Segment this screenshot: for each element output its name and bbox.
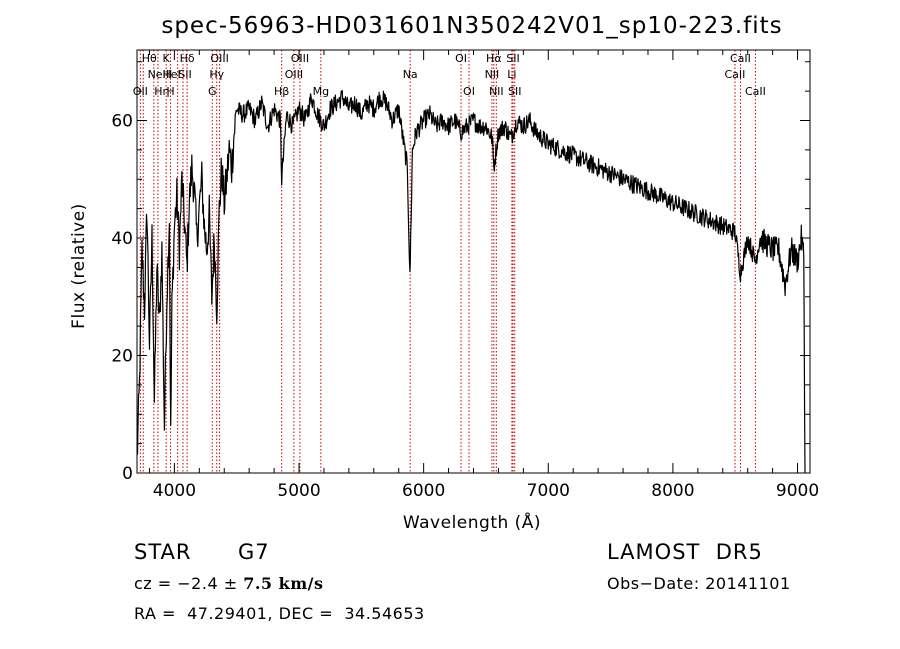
line-label-2: Hη	[154, 85, 169, 98]
spectral-line-labels: OIIHθHηNeIIIKHHeISIIHδGHγOIIIHβOIIIOIIIM…	[133, 52, 766, 98]
line-label-21: NII	[489, 85, 504, 98]
line-label-12: Hβ	[274, 85, 289, 98]
observation-date: Obs−Date: 20141101	[607, 574, 791, 593]
spectrum-line	[136, 89, 806, 474]
line-label-22: Li	[507, 68, 516, 81]
line-label-7: SII	[178, 68, 191, 81]
y-tick-label: 40	[111, 229, 133, 249]
coordinates: RA = 47.29401, DEC = 34.54653	[134, 604, 425, 623]
line-label-16: Na	[403, 68, 418, 81]
x-tick-label: 5000	[277, 481, 320, 501]
y-axis-ticks: 0 20 40 60	[111, 61, 810, 484]
line-label-13: OIII	[285, 68, 303, 81]
line-label-18: OI	[463, 85, 475, 98]
chart-title: spec-56963-HD031601N350242V01_sp10-223.f…	[161, 13, 782, 39]
line-label-25: CaII	[725, 68, 746, 81]
line-label-27: CaII	[745, 85, 766, 98]
survey-name: LAMOST DR5	[607, 540, 763, 564]
object-class: STAR	[134, 540, 192, 564]
x-tick-label: 7000	[527, 481, 570, 501]
redshift-prefix: cz = −2.4 ±	[134, 574, 244, 593]
x-axis-ticks: 4000 5000 6000 7000 8000 9000	[148, 50, 819, 501]
y-tick-label: 20	[111, 347, 133, 367]
redshift-velocity: cz = −2.4 ± 7.5 km/s	[134, 574, 323, 593]
spectral-subclass: G7	[238, 540, 270, 564]
line-label-3: NeIII	[148, 68, 173, 81]
line-label-14: OIII	[291, 52, 309, 65]
line-label-26: CaII	[730, 52, 751, 65]
line-label-6: HeI	[162, 68, 180, 81]
line-label-17: OI	[455, 52, 467, 65]
line-label-24: SII	[508, 85, 521, 98]
x-axis-label: Wavelength (Å)	[403, 511, 541, 533]
line-label-20: Hα	[486, 52, 502, 65]
line-label-5: H	[166, 85, 174, 98]
line-label-15: Mg	[313, 85, 329, 98]
redshift-error: 7.5 km/s	[243, 574, 324, 593]
line-label-19: NII	[485, 68, 500, 81]
line-label-10: Hγ	[209, 68, 224, 81]
line-label-4: K	[163, 52, 171, 65]
line-label-1: Hθ	[142, 52, 157, 65]
y-axis-label: Flux (relative)	[69, 203, 89, 329]
spectral-line-markers	[139, 50, 756, 473]
x-tick-label: 6000	[402, 481, 445, 501]
x-tick-label: 8000	[651, 481, 694, 501]
y-tick-label: 0	[122, 464, 133, 484]
x-tick-label: 4000	[153, 481, 196, 501]
line-label-11: OIII	[210, 52, 228, 65]
y-tick-label: 60	[111, 112, 133, 132]
line-label-8: Hδ	[180, 52, 195, 65]
line-label-9: G	[208, 85, 217, 98]
line-label-23: SII	[506, 52, 519, 65]
x-tick-label: 9000	[776, 481, 819, 501]
